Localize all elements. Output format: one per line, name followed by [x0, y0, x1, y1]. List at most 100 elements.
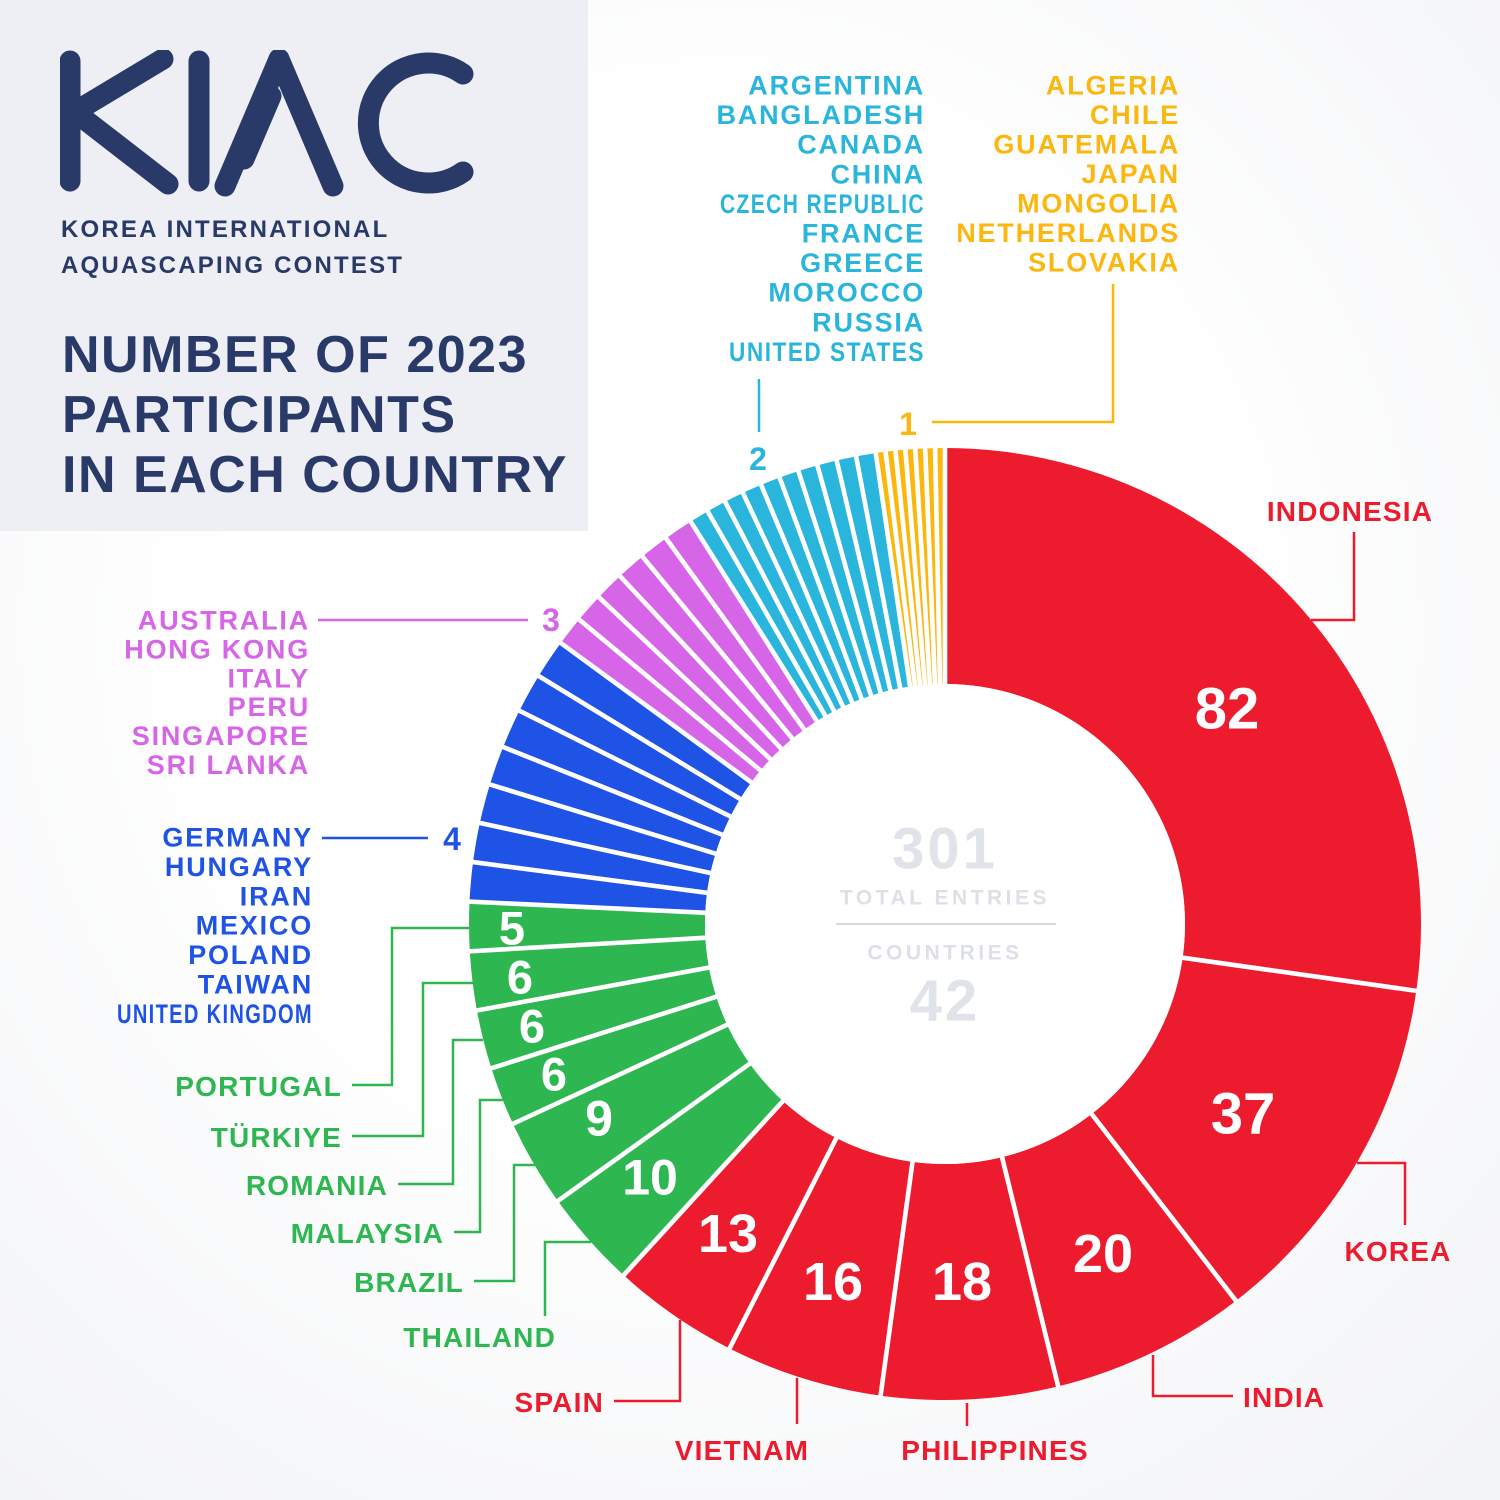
country-label-russia: RUSSIA — [812, 307, 925, 337]
segment-divider — [922, 447, 938, 686]
segment-divider — [722, 499, 837, 714]
segment-divider — [705, 509, 828, 718]
group-value-magenta: 3 — [542, 602, 560, 638]
country-label-korea: KOREA — [1344, 1236, 1451, 1267]
country-label-mongolia: MONGOLIA — [1017, 188, 1180, 218]
segment-divider — [471, 859, 709, 896]
country-label-united-kingdom: UNITED KINGDOM — [117, 999, 313, 1029]
country-label-brazil: BRAZIL — [354, 1267, 464, 1298]
segment-divider — [902, 448, 928, 687]
segment-divider — [663, 536, 807, 732]
leader-line-portugal — [352, 926, 469, 1087]
leader-line-group-yellow — [932, 284, 1115, 424]
segment-value-korea: 37 — [1211, 1081, 1276, 1146]
header-panel: KOREA INTERNATIONAL AQUASCAPING CONTEST … — [0, 0, 588, 531]
country-label-singapore: SINGAPORE — [132, 721, 310, 751]
segment-divider — [558, 640, 754, 785]
segment-divider — [777, 475, 865, 701]
country-label-poland: POLAND — [188, 940, 313, 970]
country-label-hungary: HUNGARY — [165, 852, 313, 882]
segment-divider — [873, 451, 913, 688]
segment-divider — [758, 483, 855, 705]
country-label-turkiye: TÜRKIYE — [211, 1122, 342, 1153]
segment-divider — [999, 1155, 1061, 1388]
segment-divider — [576, 617, 763, 773]
segment-divider — [617, 573, 784, 751]
segment-divider — [555, 1061, 752, 1204]
segment-value-indonesia: 82 — [1195, 676, 1260, 741]
segment-value-brazil: 9 — [585, 1091, 613, 1147]
country-label-bangladesh: BANGLADESH — [716, 100, 925, 130]
country-label-malaysia: MALAYSIA — [291, 1218, 444, 1249]
country-label-netherlands: NETHERLANDS — [956, 218, 1180, 248]
total-entries-value: 301 — [892, 816, 998, 881]
segment-divider — [478, 820, 712, 876]
segment-divider — [1089, 1111, 1239, 1303]
total-entries-label: TOTAL ENTRIES — [840, 886, 1050, 909]
country-label-australia: AUSTRALIA — [138, 605, 310, 635]
leader-line-brazil — [474, 1163, 535, 1283]
group-value-yellow: 1 — [899, 406, 917, 442]
subtitle-line1: KOREA INTERNATIONAL — [61, 216, 390, 243]
segment-value-vietnam: 16 — [803, 1252, 863, 1312]
country-labels: INDONESIA KOREA INDIA PHILIPPINES VIETNAM SPA… — [117, 70, 1451, 1466]
country-label-spain: SPAIN — [515, 1387, 605, 1418]
country-label-hong-kong: HONG KONG — [124, 634, 310, 664]
country-label-china: CHINA — [831, 159, 926, 189]
leader-line-india — [1151, 1355, 1233, 1398]
title-line1: NUMBER OF 2023 — [62, 326, 528, 384]
segment-divider — [501, 744, 724, 838]
segment-value-malaysia: 6 — [541, 1047, 567, 1100]
country-label-romania: ROMANIA — [246, 1170, 388, 1201]
country-label-philippines: PHILIPPINES — [901, 1435, 1088, 1466]
segment-value-thailand: 10 — [622, 1150, 678, 1206]
group-value-blue: 4 — [443, 821, 461, 857]
country-label-chile: CHILE — [1090, 100, 1180, 130]
segment-dividers — [468, 447, 1418, 1397]
segment-value-romania: 6 — [519, 999, 545, 1052]
title-line3: IN EACH COUNTRY — [62, 446, 568, 504]
country-label-italy: ITALY — [227, 663, 310, 693]
segment-divider — [475, 965, 711, 1013]
segment-divider — [878, 1160, 915, 1397]
segment-value-turkiye: 6 — [507, 950, 533, 1003]
countries-label: COUNTRIES — [867, 941, 1022, 964]
segment-divider — [489, 994, 718, 1071]
country-label-germany: GERMANY — [162, 822, 313, 852]
segment-divider — [468, 935, 707, 954]
segment-value-portugal: 5 — [499, 901, 525, 954]
country-label-japan: JAPAN — [1081, 159, 1180, 189]
leader-line-korea — [1357, 1161, 1407, 1225]
segment-divider — [688, 519, 820, 724]
country-label-thailand: THAILAND — [403, 1322, 556, 1353]
kiac-logo — [60, 50, 474, 197]
segment-divider — [621, 1098, 786, 1278]
leader-line-turkiye — [352, 981, 473, 1138]
segment-divider — [893, 449, 923, 687]
leader-line-malaysia — [454, 1098, 503, 1234]
leader-line-spain — [614, 1320, 682, 1403]
countries-value: 42 — [910, 968, 981, 1033]
country-label-morocco: MOROCCO — [768, 278, 925, 308]
country-label-canada: CANADA — [797, 130, 925, 160]
leader-line-romania — [398, 1038, 483, 1186]
title-line2: PARTICIPANTS — [62, 386, 457, 444]
segment-value-india: 20 — [1073, 1224, 1133, 1284]
group-arc-green — [469, 901, 783, 1276]
segment-divider — [912, 447, 933, 686]
country-label-algeria: ALGERIA — [1046, 70, 1180, 100]
segment-divider — [740, 491, 846, 709]
country-label-taiwan: TAIWAN — [198, 969, 313, 999]
country-label-mexico: MEXICO — [196, 911, 313, 941]
segment-divider — [727, 1136, 839, 1351]
country-label-portugal: PORTUGAL — [175, 1071, 342, 1102]
country-label-vietnam: VIETNAM — [675, 1435, 809, 1466]
segment-divider — [883, 450, 918, 688]
leader-line-indonesia — [1311, 532, 1356, 622]
country-label-argentina: ARGENTINA — [748, 70, 925, 100]
country-label-sri-lanka: SRI LANKA — [147, 750, 310, 780]
segment-divider — [795, 469, 874, 698]
